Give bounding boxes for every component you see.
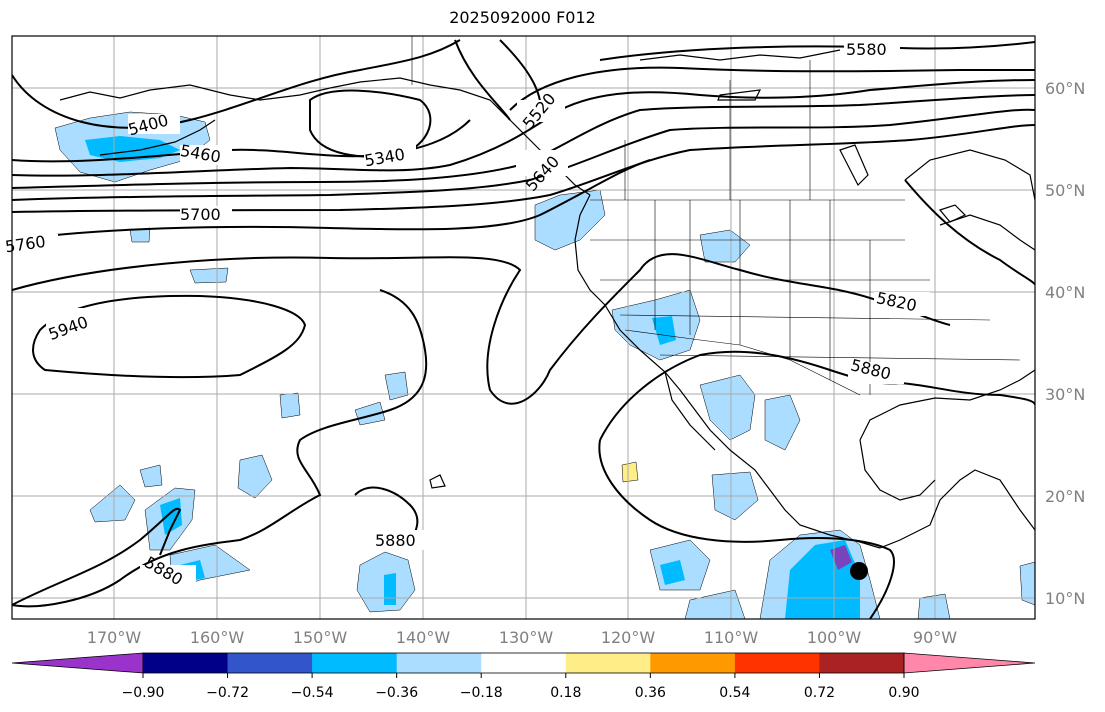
colorbar-tick-label: 0.90 [888, 685, 919, 701]
contour-5460 [12, 119, 471, 163]
lat-label: 50°N [1045, 181, 1085, 200]
contour-label-5700: 5700 [180, 205, 221, 224]
shade-california-core [652, 316, 676, 345]
colorbar-segment [565, 653, 651, 673]
colorbar-tick-label: 0.72 [804, 685, 835, 701]
contour-label-5580: 5580 [846, 40, 887, 59]
colorbar-segment [481, 653, 567, 673]
lat-label: 10°N [1045, 589, 1085, 608]
shade-central-pacific-3 [354, 401, 386, 426]
shade-central-pacific-4 [279, 392, 301, 419]
colorbar-segment [734, 653, 820, 673]
colorbar-tick-label: −0.54 [291, 685, 334, 701]
colorbar-tick-label: 0.54 [719, 685, 750, 701]
storm-center-dot [850, 562, 868, 580]
colorbar-segment [819, 653, 905, 673]
colorbar-frame [142, 652, 905, 674]
colorbar-segment [143, 653, 229, 673]
shade-central-pacific-5 [237, 454, 273, 499]
contour-5340 [309, 89, 432, 158]
lon-label: 160°W [190, 628, 245, 647]
colorbar-segment [312, 653, 398, 673]
gridlines [12, 36, 1035, 619]
colorbar-max-extend [903, 652, 1036, 674]
colorbar-tick-label: −0.36 [375, 685, 418, 701]
contour-5820 [12, 253, 951, 405]
shade-west-pacific-core [160, 498, 182, 535]
colorbar: −0.90 −0.72 −0.54 −0.36 −0.18 0.18 0.36 0.54 0.7… [11, 652, 1036, 701]
contour-label-5880-central: 5880 [375, 531, 416, 550]
colorbar-segment [396, 653, 482, 673]
colorbar-min-extend [11, 652, 144, 674]
latitude-labels: 60°N 50°N 40°N 30°N 20°N 10°N [1045, 79, 1085, 608]
shade-west-pacific-1 [89, 484, 136, 523]
shade-mexico-2 [764, 394, 801, 451]
shade-positive-baja [621, 461, 639, 483]
contour-5400 [12, 39, 461, 129]
colorbar-tick-label: −0.72 [206, 685, 249, 701]
lon-label: 90°W [913, 628, 957, 647]
lon-label: 170°W [87, 628, 142, 647]
lat-label: 20°N [1045, 487, 1085, 506]
colorbar-tick-label: 0.18 [550, 685, 581, 701]
contour-5760 [12, 159, 651, 241]
lat-label: 40°N [1045, 283, 1085, 302]
contour-5700 [12, 124, 1035, 213]
shade-tropical-south [684, 589, 746, 619]
lon-label: 150°W [293, 628, 348, 647]
shade-caribbean [917, 593, 951, 619]
shade-north-pacific [189, 267, 229, 284]
shade-tropical-east-peak [830, 545, 852, 570]
lon-label: 120°W [601, 628, 656, 647]
shade-idaho [699, 229, 751, 263]
colorbar-tick-label: −0.90 [122, 685, 165, 701]
colorbar-segment [650, 653, 736, 673]
colorbar-tick-label: 0.36 [635, 685, 666, 701]
longitude-labels: 170°W 160°W 150°W 140°W 130°W 120°W 110°… [87, 628, 957, 647]
shade-tropical-mid-core [660, 560, 685, 585]
map-frame [11, 35, 1036, 620]
contour-5880-west [12, 289, 428, 608]
contour-5640 [12, 94, 1035, 189]
lon-label: 110°W [704, 628, 759, 647]
shade-mexico-1 [699, 374, 756, 441]
lon-label: 140°W [396, 628, 451, 647]
lat-label: 60°N [1045, 79, 1085, 98]
lon-label: 100°W [807, 628, 862, 647]
lon-label: 130°W [499, 628, 554, 647]
coastlines [59, 49, 1035, 549]
lat-label: 30°N [1045, 385, 1085, 404]
colorbar-segment [227, 653, 313, 673]
shade-central-pacific-core [384, 573, 396, 605]
political-borders [411, 36, 1021, 396]
shade-west-pacific-3 [139, 464, 163, 488]
contour-5940 [32, 294, 307, 379]
shade-pacnw [534, 189, 606, 251]
contour-5880-central [354, 486, 419, 533]
shade-gulf [1019, 561, 1035, 606]
map-title: 2025092000 F012 [449, 8, 596, 27]
colorbar-tick-label: −0.18 [460, 685, 503, 701]
shade-central-pacific-2 [384, 371, 409, 401]
